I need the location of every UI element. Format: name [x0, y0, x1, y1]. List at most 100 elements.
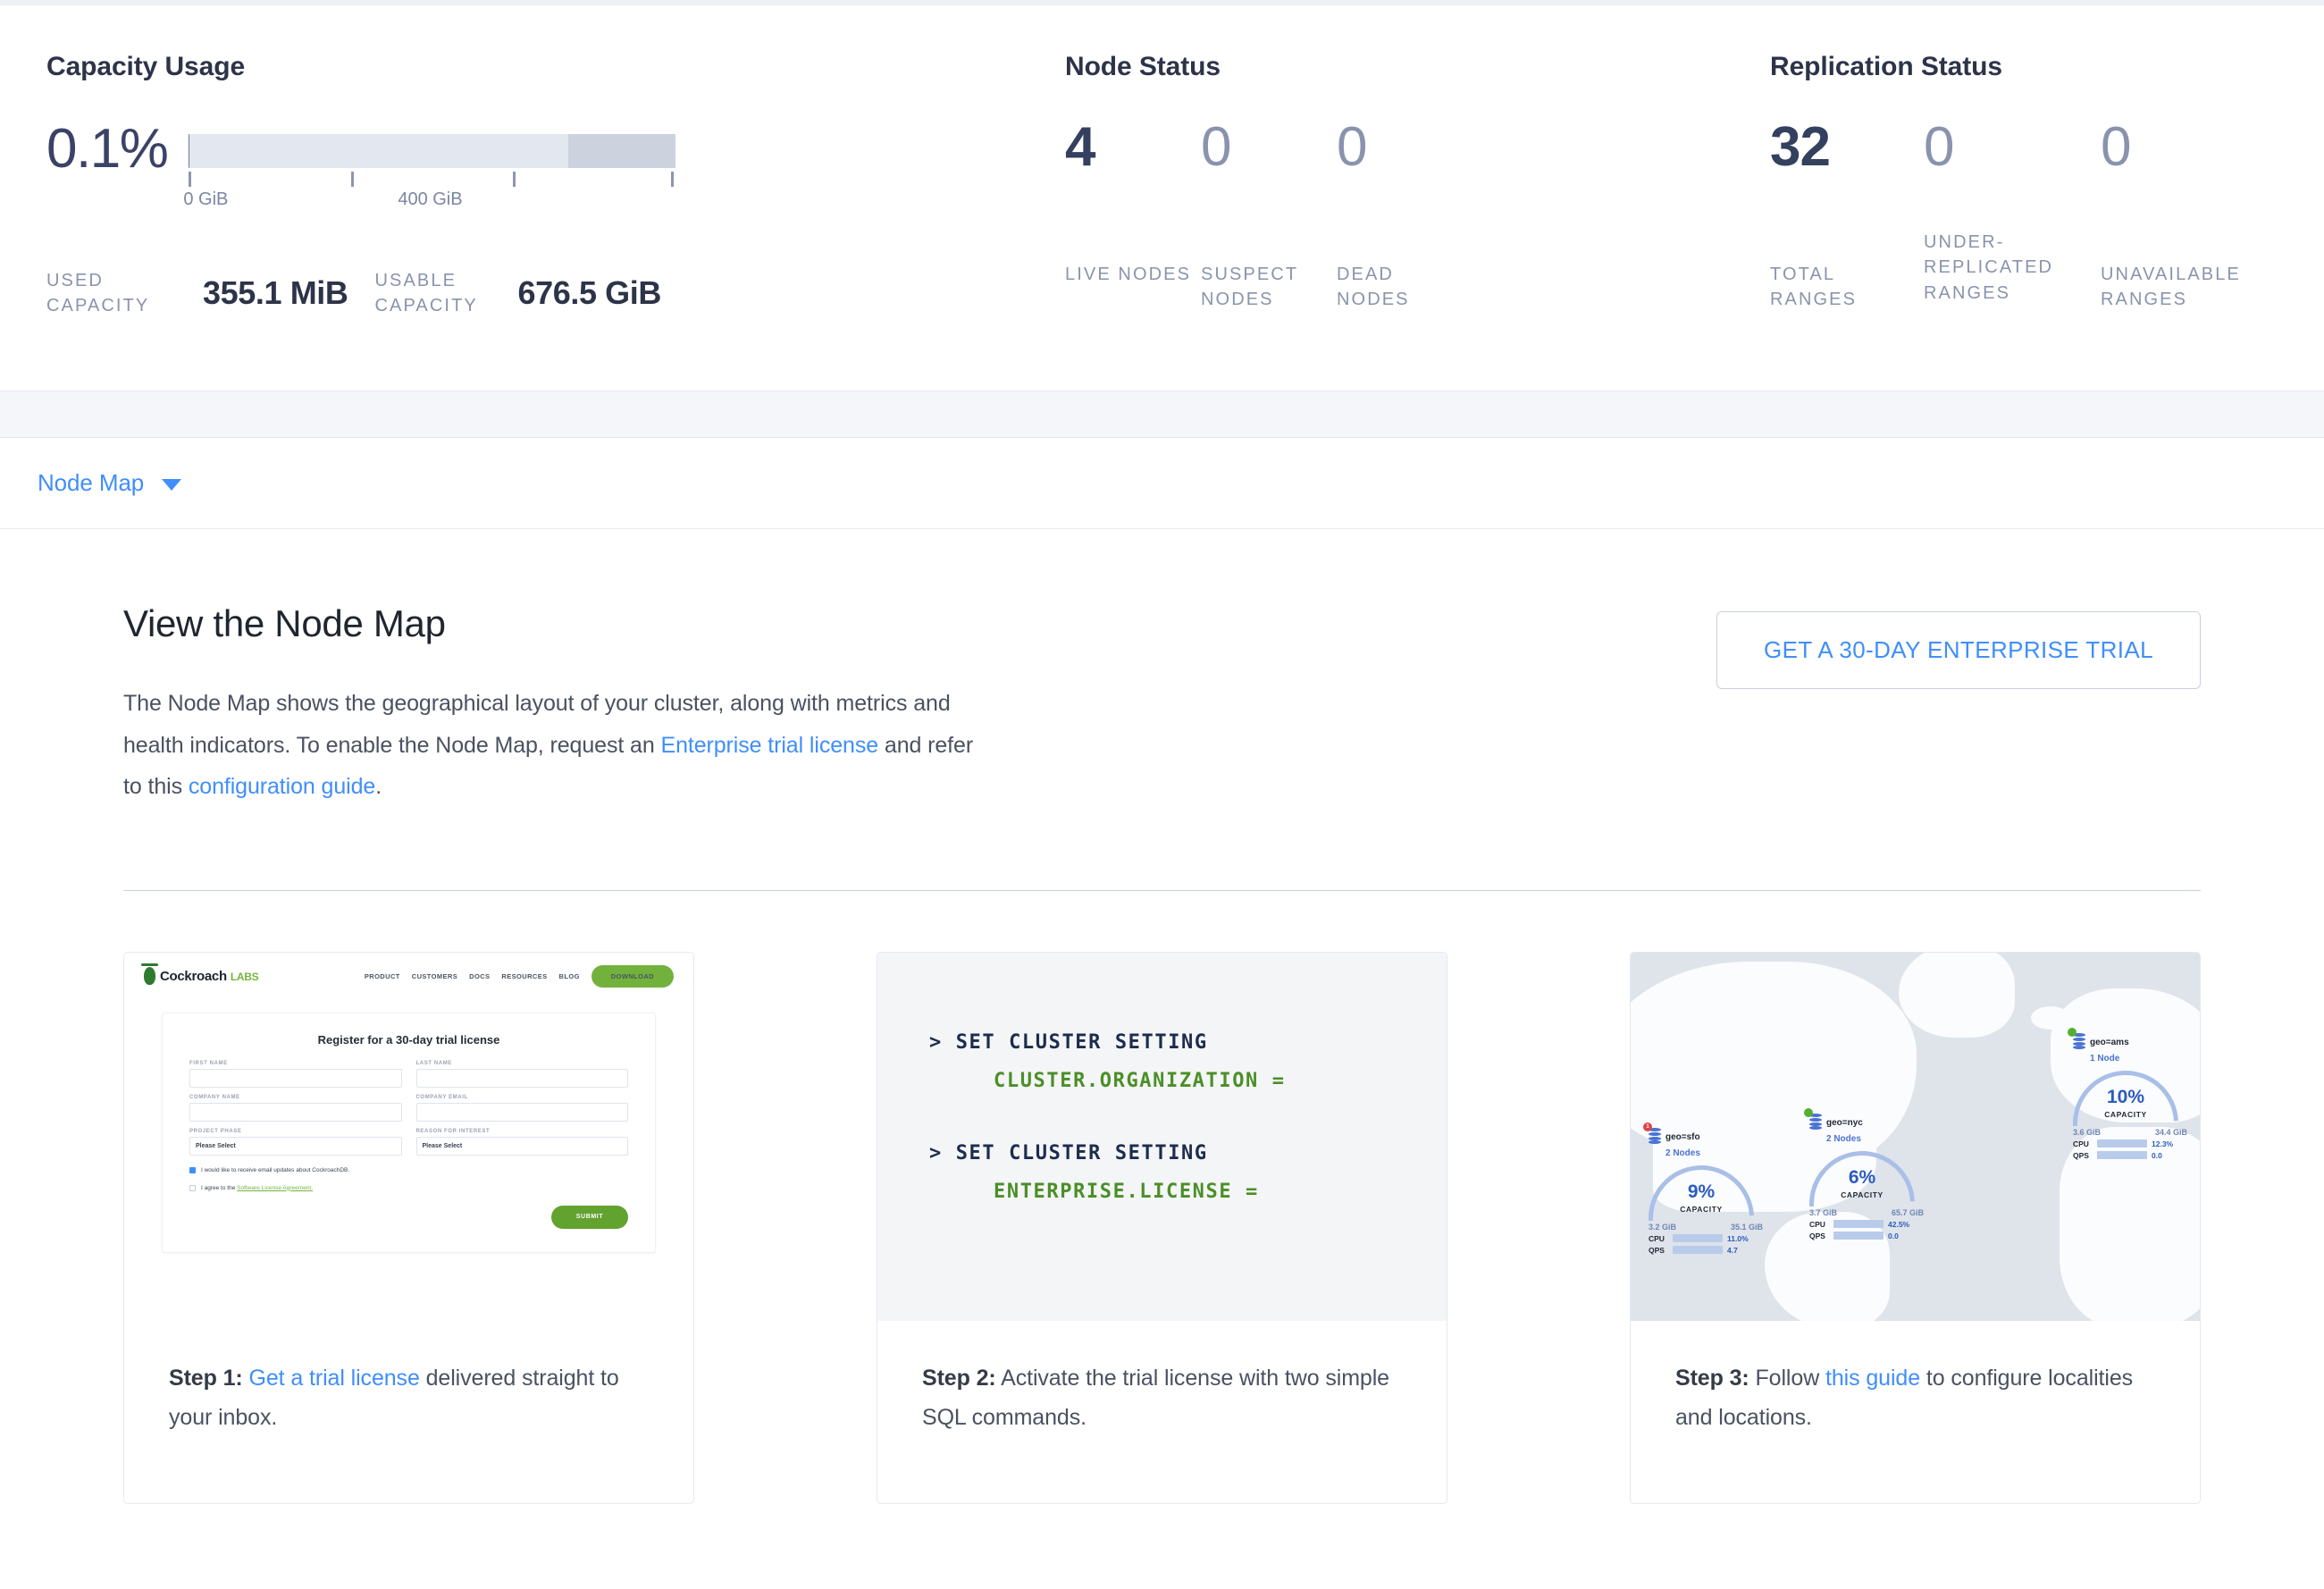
locality-name: geo=sfo — [1665, 1131, 1700, 1142]
step-card-2: > SET CLUSTER SETTING CLUSTER.ORGANIZATI… — [877, 951, 1447, 1504]
cpu-metric-row: CPU 11.0% — [1649, 1234, 1763, 1243]
land-usa — [1653, 1086, 1876, 1212]
land-europe — [2051, 988, 2200, 1122]
capacity-axis-labels: 0 GiB 400 GiB — [183, 189, 689, 209]
step-3-prefix: Step 3: — [1675, 1365, 1749, 1391]
step-2-prefix: Step 2: — [922, 1365, 996, 1391]
section-gap-band — [0, 391, 2324, 438]
capacity-percent: 9% — [1687, 1181, 1716, 1202]
cpu-label: CPU — [2073, 1139, 2089, 1148]
total-size: 35.1 GiB — [1730, 1222, 1763, 1232]
qps-sparkline — [2097, 1151, 2147, 1159]
configuration-guide-link[interactable]: configuration guide — [188, 774, 376, 799]
code-line-2: CLUSTER.ORGANIZATION = — [994, 1069, 1286, 1092]
capacity-percent: 6% — [1848, 1166, 1876, 1188]
unavailable-ranges-label: UNAVAILABLE RANGES — [2101, 264, 2241, 310]
node-map-dropdown[interactable]: Node Map — [38, 469, 182, 497]
step-1-thumbnail: Cockroach LABS PRODUCT CUSTOMERS DOCS RES… — [124, 952, 693, 1321]
form-submit-button: SUBMIT — [551, 1205, 628, 1229]
cpu-sparkline — [1833, 1220, 1884, 1228]
code-line-1: > SET CLUSTER SETTING — [929, 1030, 1208, 1054]
qps-value: 4.7 — [1727, 1245, 1738, 1255]
capacity-caption: CAPACITY — [1680, 1204, 1723, 1214]
cluster-summary-bar: Capacity Usage 0.1% 0 GiB 400 GiB — [0, 5, 2324, 391]
locality-name: geo=ams — [2090, 1037, 2129, 1047]
live-nodes-value: 4 — [1065, 116, 1095, 178]
nav-link: RESOURCES — [501, 971, 548, 980]
unavailable-ranges-value: 0 — [2101, 116, 2131, 178]
qps-sparkline — [1833, 1232, 1884, 1240]
suspect-nodes-label: SUSPECT NODES — [1201, 264, 1298, 310]
qps-label: QPS — [1809, 1231, 1825, 1240]
replication-status-labels: TOTAL RANGES UNDER-REPLICATED RANGES UNA… — [1770, 232, 2324, 313]
main-text-block: View the Node Map The Node Map shows the… — [123, 602, 977, 808]
reason-for-interest-field: REASON FOR INTEREST Please Select — [415, 1129, 628, 1156]
cpu-metric-row: CPU 12.3% — [2073, 1139, 2187, 1148]
step-2-text: Activate the trial license with two simp… — [922, 1365, 1389, 1431]
steps-card-row: Cockroach LABS PRODUCT CUSTOMERS DOCS RES… — [0, 891, 2324, 1504]
get-enterprise-trial-button[interactable]: GET A 30-DAY ENTERPRISE TRIAL — [1716, 611, 2201, 689]
qps-label: QPS — [2073, 1150, 2089, 1160]
project-phase-field: PROJECT PHASE Please Select — [189, 1129, 402, 1156]
get-a-trial-license-link[interactable]: Get a trial license — [248, 1365, 420, 1391]
enterprise-trial-license-link[interactable]: Enterprise trial license — [660, 732, 879, 758]
healthy-badge — [2068, 1027, 2076, 1037]
capacity-sizes: 3.7 GiB 65.7 GiB — [1809, 1208, 1924, 1217]
capacity-caption: CAPACITY — [1841, 1190, 1884, 1199]
capacity-bar-reserved — [568, 134, 676, 168]
company-email-field: COMPANY EMAIL — [415, 1095, 628, 1122]
cpu-value: 12.3% — [2152, 1139, 2174, 1148]
qps-value: 0.0 — [2152, 1150, 2162, 1160]
live-nodes-label: LIVE NODES — [1065, 264, 1192, 284]
email-updates-checkbox-row: I would like to receive email updates ab… — [189, 1166, 628, 1173]
nav-link: BLOG — [558, 971, 580, 980]
page-title: View the Node Map — [123, 602, 446, 644]
qps-sparkline — [1673, 1246, 1723, 1254]
total-ranges-value: 32 — [1770, 116, 1831, 178]
replication-status-title: Replication Status — [1770, 52, 2002, 81]
cpu-value: 11.0% — [1727, 1233, 1749, 1243]
locality-text: geo=nyc 2 Nodes — [1826, 1114, 1863, 1146]
site-nav: Cockroach LABS PRODUCT CUSTOMERS DOCS RES… — [124, 953, 693, 988]
qps-label: QPS — [1649, 1245, 1665, 1255]
land-iceland — [2031, 1005, 2070, 1030]
capacity-gauge: 0.1% 0 GiB 400 GiB — [46, 121, 1019, 209]
step-2-caption: Step 2: Activate the trial license with … — [877, 1321, 1447, 1438]
this-guide-link[interactable]: this guide — [1825, 1365, 1921, 1391]
step-card-1: Cockroach LABS PRODUCT CUSTOMERS DOCS RES… — [123, 951, 694, 1504]
under-replicated-ranges-label: UNDER-REPLICATED RANGES — [1924, 231, 2054, 303]
site-nav-links: PRODUCT CUSTOMERS DOCS RESOURCES BLOG DO… — [364, 964, 674, 988]
code-line-3: > SET CLUSTER SETTING — [929, 1141, 1208, 1164]
node-map-preview: 1 geo=sfo 2 Nodes 9% CAPACITY — [1631, 952, 2200, 1321]
locality-header: geo=nyc 2 Nodes — [1804, 1107, 1924, 1146]
cockroach-logo: Cockroach LABS — [141, 963, 259, 985]
form-title: Register for a 30-day trial license — [317, 1032, 500, 1047]
form-fields: FIRST NAME LAST NAME COMPANY NAME — [189, 1061, 628, 1156]
cpu-sparkline — [1673, 1234, 1723, 1242]
first-name-field: FIRST NAME — [189, 1061, 402, 1088]
capacity-bar — [189, 134, 676, 168]
suspect-nodes-value: 0 — [1201, 116, 1231, 178]
node-status-labels: LIVE NODES SUSPECT NODES DEAD NODES — [1065, 262, 1751, 313]
nav-link: PRODUCT — [364, 971, 400, 980]
capacity-gauge-sfo: 9% CAPACITY — [1631, 1143, 1776, 1292]
capacity-gauge-ams: 10% CAPACITY — [2051, 1048, 2200, 1198]
capacity-axis-ticks — [189, 168, 675, 189]
cpu-value: 42.5% — [1888, 1219, 1910, 1229]
alert-badge: 1 — [1643, 1122, 1652, 1131]
cpu-label: CPU — [1649, 1233, 1665, 1243]
capacity-usage-card: Capacity Usage 0.1% 0 GiB 400 GiB — [0, 36, 1019, 391]
step-3-caption: Step 3: Follow this guide to configure l… — [1631, 1321, 2200, 1438]
capacity-sizes: 3.6 GiB 34.4 GiB — [2073, 1128, 2187, 1137]
usable-capacity-label: USABLE CAPACITY — [374, 271, 478, 316]
usable-capacity-metric: USABLE CAPACITY 676.5 GiB — [374, 268, 661, 319]
locality-node-count: 2 Nodes — [1826, 1133, 1861, 1144]
step-1-prefix: Step 1: — [169, 1365, 243, 1391]
used-capacity-label: USED CAPACITY — [46, 271, 150, 316]
capacity-tick-label: 0 GiB — [183, 189, 229, 209]
used-size: 3.6 GiB — [2073, 1127, 2102, 1137]
qps-metric-row: QPS 0.0 — [1809, 1232, 1924, 1240]
capacity-tick-label: 400 GiB — [398, 189, 463, 209]
node-status-title: Node Status — [1065, 52, 1221, 81]
top-strip — [0, 0, 2324, 5]
